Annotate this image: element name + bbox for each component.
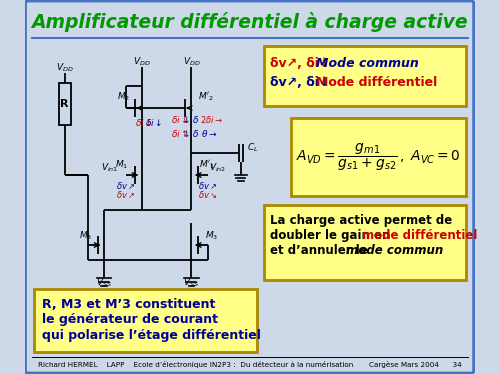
Text: Mode commun: Mode commun: [316, 56, 418, 70]
Text: $M'_2$: $M'_2$: [198, 91, 214, 103]
Text: :: :: [310, 56, 318, 70]
Text: $V_{SS}$: $V_{SS}$: [96, 277, 112, 289]
Text: $C_L$: $C_L$: [248, 142, 259, 154]
Text: $M_1$: $M_1$: [115, 159, 128, 171]
Text: $\delta v\nearrow$: $\delta v\nearrow$: [116, 188, 135, 199]
Text: $A_{VD} = \dfrac{g_{m1}}{g_{s1}+g_{s2}}\,,\;A_{VC}=0$: $A_{VD} = \dfrac{g_{m1}}{g_{s1}+g_{s2}}\…: [296, 141, 460, 173]
Text: $\downarrow \delta$: $\downarrow \delta$: [182, 113, 200, 125]
Text: $\theta \rightarrow$: $\theta \rightarrow$: [202, 128, 218, 138]
Text: doubler le gain en: doubler le gain en: [270, 229, 394, 242]
Text: $V_{in2}$: $V_{in2}$: [210, 162, 226, 174]
Text: R: R: [60, 99, 68, 109]
Text: mode commun: mode commun: [346, 243, 443, 257]
Text: $M'_1$: $M'_1$: [198, 159, 214, 171]
Text: $M_3$: $M_3$: [79, 230, 92, 242]
Text: $\delta i\downarrow$: $\delta i\downarrow$: [146, 116, 163, 128]
Bar: [264, 205, 466, 280]
Text: $\delta i\downarrow$: $\delta i\downarrow$: [134, 116, 152, 128]
Text: $M_2$: $M_2$: [117, 91, 130, 103]
Text: La charge active permet de: La charge active permet de: [270, 214, 452, 227]
Text: $\delta v\nearrow$: $\delta v\nearrow$: [198, 180, 218, 190]
Text: R, M3 et M’3 constituent: R, M3 et M’3 constituent: [42, 298, 215, 312]
Text: $\delta v\searrow$: $\delta v\searrow$: [198, 188, 218, 199]
Text: $\delta i\uparrow$: $\delta i\uparrow$: [170, 128, 188, 138]
Bar: [290, 118, 466, 196]
Text: :: :: [310, 76, 318, 89]
Text: et d’annuler le: et d’annuler le: [270, 243, 372, 257]
Text: $\downarrow \delta$: $\downarrow \delta$: [182, 128, 200, 138]
Text: Richard HERMEL    LAPP    Ecole d’électronique IN2P3 :  Du détecteur à la numéri: Richard HERMEL LAPP Ecole d’électronique…: [38, 362, 462, 368]
Text: δv↗, δi↓: δv↗, δi↓: [270, 56, 329, 70]
Text: $V_{DD}$: $V_{DD}$: [182, 56, 200, 68]
Text: $\delta v\nearrow$: $\delta v\nearrow$: [116, 180, 135, 190]
Bar: [34, 289, 257, 352]
Bar: [264, 46, 466, 106]
Text: qui polarise l’étage différentiel: qui polarise l’étage différentiel: [42, 329, 260, 343]
FancyBboxPatch shape: [26, 1, 473, 373]
Text: $V_{in1}$: $V_{in1}$: [101, 162, 118, 174]
Text: $\delta i\downarrow$: $\delta i\downarrow$: [170, 113, 188, 125]
Text: $M_3$: $M_3$: [205, 230, 218, 242]
Text: Amplificateur différentiel à charge active: Amplificateur différentiel à charge acti…: [32, 12, 469, 32]
Text: $V_{DD}$: $V_{DD}$: [56, 62, 74, 74]
Text: Mode différentiel: Mode différentiel: [316, 76, 437, 89]
Bar: [59, 83, 72, 125]
Text: δv↗, δi↓: δv↗, δi↓: [270, 76, 329, 89]
Text: $V_{SS}$: $V_{SS}$: [184, 277, 200, 289]
Text: le générateur de courant: le générateur de courant: [42, 313, 218, 327]
Text: $V_{DD}$: $V_{DD}$: [133, 56, 150, 68]
Text: $2\delta i\rightarrow$: $2\delta i\rightarrow$: [200, 113, 224, 125]
Text: mode différentiel: mode différentiel: [362, 229, 477, 242]
